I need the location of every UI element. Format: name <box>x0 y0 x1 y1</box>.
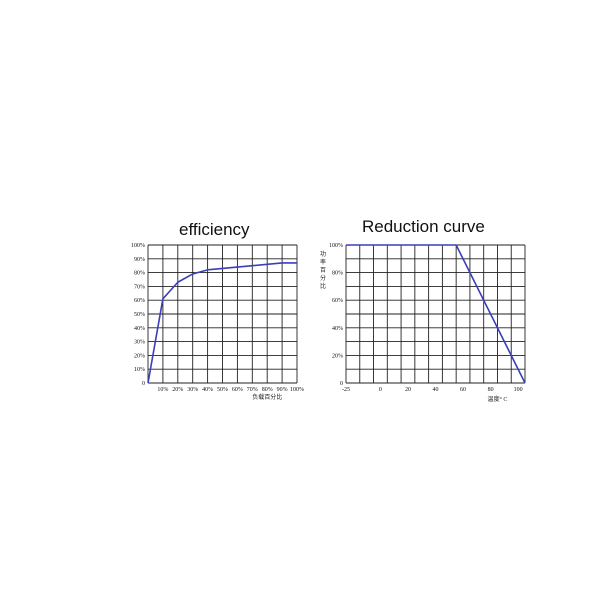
y-tick-label: 80% <box>332 271 343 277</box>
x-tick-label: 50% <box>217 387 228 393</box>
y-tick-label: 50% <box>134 312 145 318</box>
y-axis-label-char: 比 <box>320 282 326 290</box>
y-tick-label: 70% <box>134 284 145 290</box>
x-tick-label: 40 <box>433 387 439 393</box>
y-tick-label: 60% <box>332 298 343 304</box>
y-tick-label: 100% <box>329 243 343 249</box>
y-tick-label: 10% <box>134 367 145 373</box>
efficiency-chart-title: efficiency <box>179 220 250 239</box>
x-tick-label: 70% <box>247 387 258 393</box>
y-tick-label: 30% <box>134 340 145 346</box>
y-tick-label: 20% <box>134 353 145 359</box>
x-tick-label: 20% <box>172 387 183 393</box>
x-tick-label: 100% <box>290 387 304 393</box>
y-tick-label: 40% <box>332 326 343 332</box>
x-tick-label: 20 <box>405 387 411 393</box>
x-axis-label: 温度° C <box>488 395 508 403</box>
x-tick-label: 10% <box>157 387 168 393</box>
y-axis-label-char: 功 <box>320 250 326 258</box>
x-tick-label: 80 <box>488 387 494 393</box>
y-axis-label-char: 率 <box>320 258 326 266</box>
x-tick-label: 100 <box>514 387 523 393</box>
y-tick-label: 20% <box>332 353 343 359</box>
x-axis-label: 负载百分比 <box>252 393 282 401</box>
y-tick-label: 0 <box>142 381 145 387</box>
efficiency-chart: efficiency 0 10% 20% 30% 40% 50% 60% 70% 80% 90% 1… <box>100 210 310 410</box>
x-tick-label: 40% <box>202 387 213 393</box>
x-tick-label: -25 <box>342 387 350 393</box>
y-tick-label: 80% <box>134 271 145 277</box>
x-tick-label: 60% <box>232 387 243 393</box>
x-tick-label: 60 <box>460 387 466 393</box>
y-tick-label: 100% <box>131 243 145 249</box>
y-tick-label: 40% <box>134 326 145 332</box>
y-tick-label: 0 <box>340 381 343 387</box>
efficiency-chart-svg: 010%20%30%40%50%60%70%80%90%100%10% 20% 30… <box>131 243 304 401</box>
x-tick-label: 30% <box>187 387 198 393</box>
y-tick-label: 90% <box>134 257 145 263</box>
reduction-curve-chart: Reduction curve 0 20% 40% 60% 80% 100% -25 0 20 4… <box>310 210 540 410</box>
reduction-curve-chart-title: Reduction curve <box>362 217 485 236</box>
y-tick-label: 60% <box>134 298 145 304</box>
x-tick-label: 0 <box>379 387 382 393</box>
x-tick-label: 80% <box>262 387 273 393</box>
y-axis-label-char: 百 <box>320 267 326 274</box>
y-axis-label-char: 分 <box>320 274 326 282</box>
x-tick-label: 90% <box>277 387 288 393</box>
